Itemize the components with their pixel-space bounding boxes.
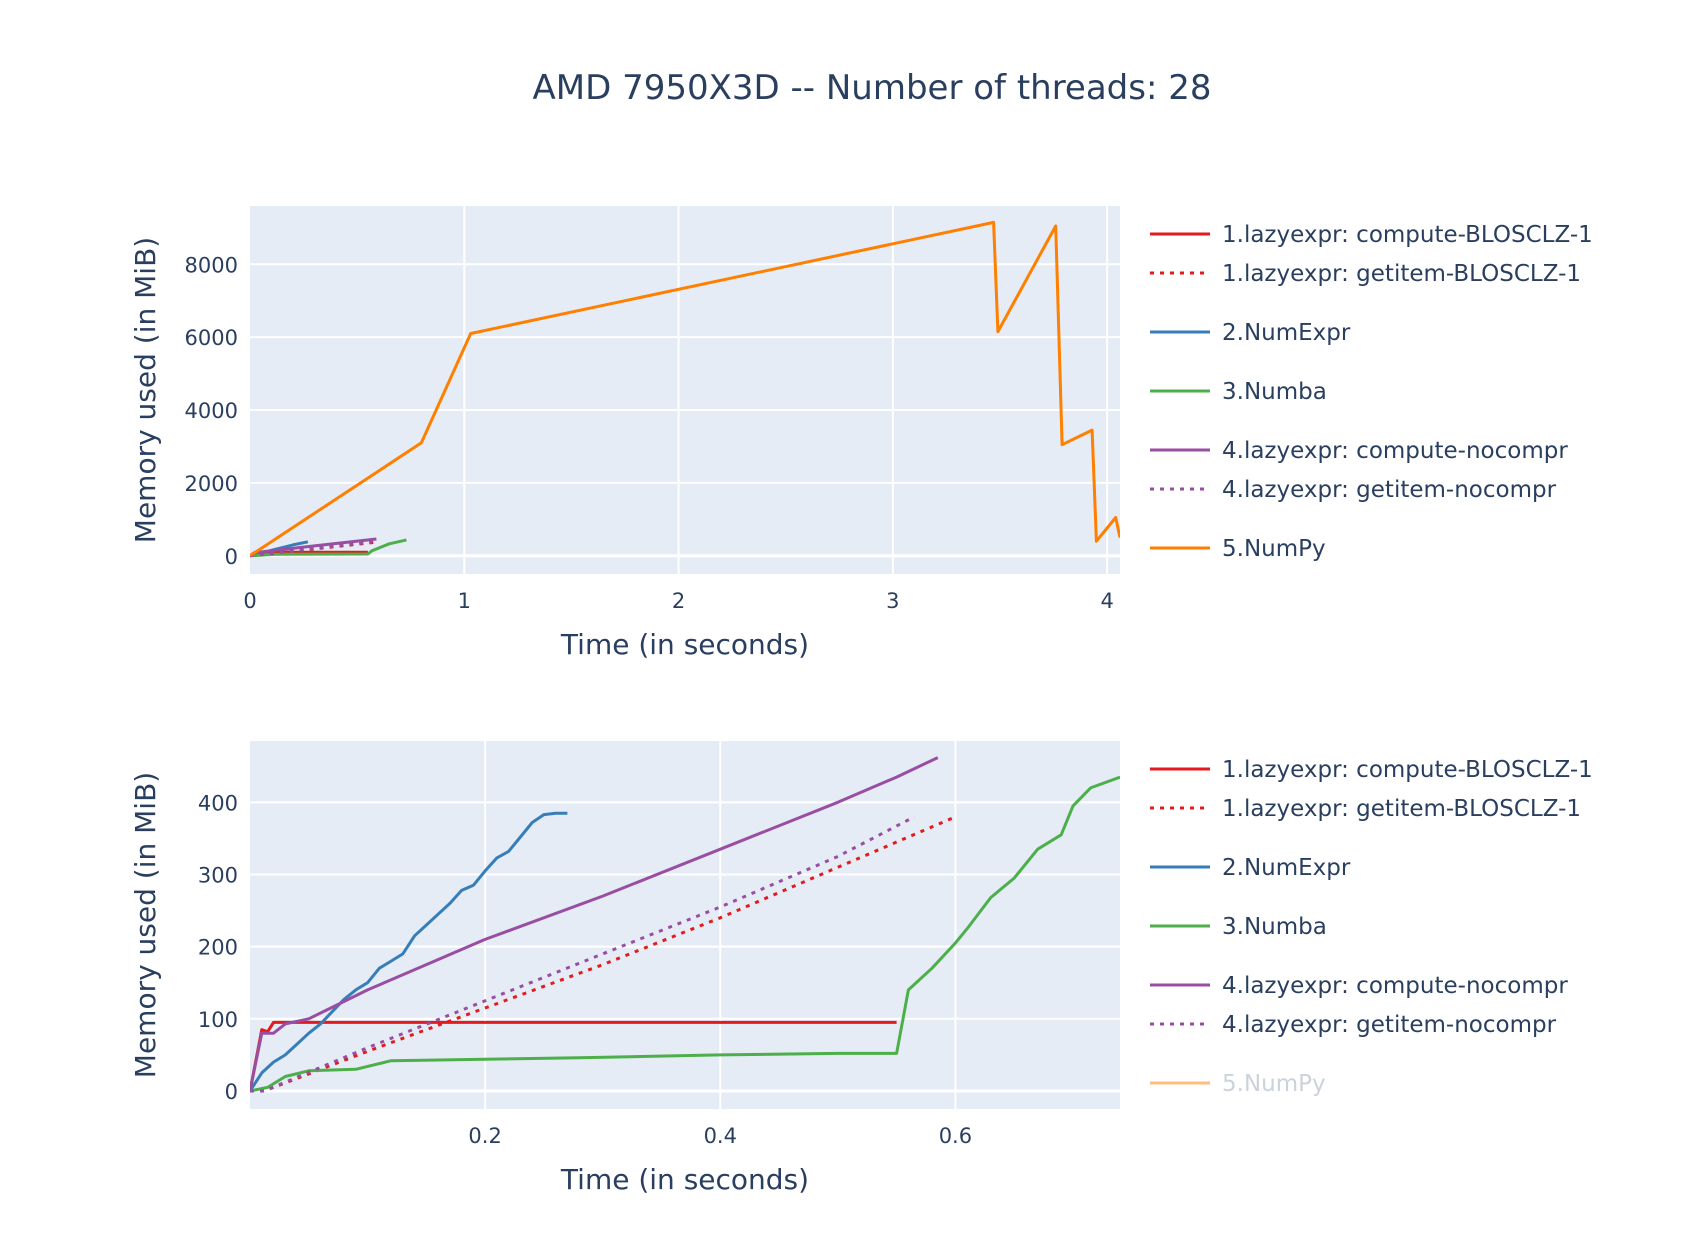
- legend-label: 1.lazyexpr: getitem-BLOSCLZ-1: [1222, 796, 1581, 822]
- legend-label: 4.lazyexpr: compute-nocompr: [1222, 973, 1568, 999]
- x-tick-label: 1: [458, 589, 471, 613]
- x-tick-label: 3: [886, 589, 899, 613]
- legend-label: 4.lazyexpr: compute-nocompr: [1222, 438, 1568, 464]
- x-tick-label: 0.4: [704, 1124, 737, 1148]
- legend-label: 5.NumPy: [1222, 1071, 1326, 1097]
- y-axis-title: Memory used (in MiB): [129, 237, 162, 543]
- legend-label: 1.lazyexpr: compute-BLOSCLZ-1: [1222, 757, 1593, 783]
- series-line-5-numpy: [250, 220, 1120, 558]
- legend-label: 4.lazyexpr: getitem-nocompr: [1222, 477, 1557, 503]
- legend-item-2-numexpr[interactable]: 2.NumExpr: [1150, 855, 1351, 881]
- legend-item-3-numba[interactable]: 3.Numba: [1150, 914, 1327, 940]
- legend-item-4-lazyexpr-compute-nocompr[interactable]: 4.lazyexpr: compute-nocompr: [1150, 973, 1568, 999]
- series-group: [250, 220, 1120, 558]
- y-tick-label: 0: [225, 545, 238, 569]
- legend-label: 1.lazyexpr: compute-BLOSCLZ-1: [1222, 222, 1593, 248]
- legend-label: 2.NumExpr: [1222, 320, 1351, 346]
- x-tick-label: 2: [672, 589, 685, 613]
- legend-item-1-lazyexpr-compute-blosclz-1[interactable]: 1.lazyexpr: compute-BLOSCLZ-1: [1150, 757, 1593, 783]
- y-tick-label: 0: [225, 1080, 238, 1104]
- y-tick-label: 2000: [185, 472, 238, 496]
- y-tick-label: 8000: [185, 253, 238, 277]
- legend-item-5-numpy[interactable]: 5.NumPy: [1150, 1071, 1326, 1097]
- legend-item-4-lazyexpr-getitem-nocompr[interactable]: 4.lazyexpr: getitem-nocompr: [1150, 1012, 1557, 1038]
- series-line-3-numba: [250, 775, 1120, 1093]
- chart-legends[interactable]: 1.lazyexpr: compute-BLOSCLZ-1 1.lazyexpr:…: [1150, 222, 1593, 1097]
- legend-item-4-lazyexpr-getitem-nocompr[interactable]: 4.lazyexpr: getitem-nocompr: [1150, 477, 1557, 503]
- plot-area: [250, 741, 1120, 1109]
- x-tick-label: 0.6: [939, 1124, 972, 1148]
- series-line-2-numexpr: [250, 811, 568, 1092]
- legend-item-2-numexpr[interactable]: 2.NumExpr: [1150, 320, 1351, 346]
- legend-item-1-lazyexpr-getitem-blosclz-1[interactable]: 1.lazyexpr: getitem-BLOSCLZ-1: [1150, 261, 1581, 287]
- series-line-4-lazyexpr-getitem-nocompr: [250, 540, 373, 558]
- series-line-4-lazyexpr-getitem-nocompr: [250, 815, 915, 1093]
- legend-label: 1.lazyexpr: getitem-BLOSCLZ-1: [1222, 261, 1581, 287]
- series-line-4-lazyexpr-compute-nocompr: [250, 756, 939, 1092]
- legend-label: 3.Numba: [1222, 914, 1327, 940]
- chart-panel-2: 0.2 0.4 0.6 0 100 200 300 400 Time (in seconds) M…: [129, 741, 1120, 1196]
- legend-label: 3.Numba: [1222, 379, 1327, 405]
- y-tick-label: 4000: [185, 399, 238, 423]
- plot-area: [250, 206, 1120, 574]
- chart-panel-1: 0 1 2 3 4 0 2000 4000 6000 8000 Time (in seconds) M…: [129, 206, 1120, 661]
- legend-label: 2.NumExpr: [1222, 855, 1351, 881]
- x-axis-title: Time (in seconds): [560, 1163, 809, 1196]
- y-tick-label: 300: [198, 863, 238, 887]
- y-tick-label: 400: [198, 791, 238, 815]
- legend-panel-2[interactable]: 1.lazyexpr: compute-BLOSCLZ-1 1.lazyexpr:…: [1150, 757, 1593, 1097]
- legend-item-5-numpy[interactable]: 5.NumPy: [1150, 536, 1326, 562]
- x-tick-label: 0.2: [468, 1124, 501, 1148]
- y-tick-label: 200: [198, 936, 238, 960]
- y-axis-title: Memory used (in MiB): [129, 772, 162, 1078]
- legend-label: 5.NumPy: [1222, 536, 1326, 562]
- x-tick-label: 4: [1100, 589, 1113, 613]
- legend-item-1-lazyexpr-getitem-blosclz-1[interactable]: 1.lazyexpr: getitem-BLOSCLZ-1: [1150, 796, 1581, 822]
- series-group: [250, 756, 1120, 1093]
- legend-item-1-lazyexpr-compute-blosclz-1[interactable]: 1.lazyexpr: compute-BLOSCLZ-1: [1150, 222, 1593, 248]
- x-axis-title: Time (in seconds): [560, 628, 809, 661]
- y-tick-label: 6000: [185, 326, 238, 350]
- legend-label: 4.lazyexpr: getitem-nocompr: [1222, 1012, 1557, 1038]
- legend-item-4-lazyexpr-compute-nocompr[interactable]: 4.lazyexpr: compute-nocompr: [1150, 438, 1568, 464]
- y-tick-label: 100: [198, 1008, 238, 1032]
- x-tick-label: 0: [243, 589, 256, 613]
- legend-item-3-numba[interactable]: 3.Numba: [1150, 379, 1327, 405]
- chart-title: AMD 7950X3D -- Number of threads: 28: [532, 68, 1211, 108]
- legend-panel-1[interactable]: 1.lazyexpr: compute-BLOSCLZ-1 1.lazyexpr:…: [1150, 222, 1593, 562]
